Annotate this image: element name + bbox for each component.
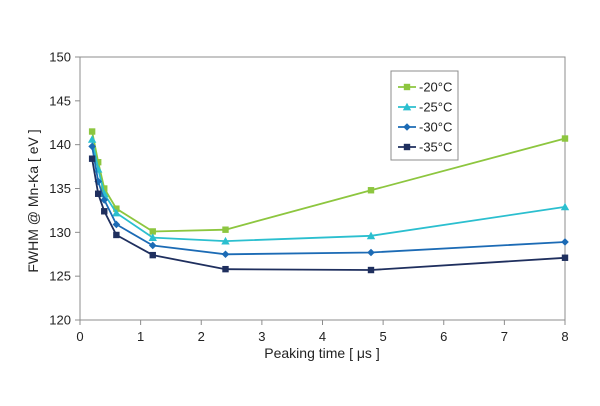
data-point xyxy=(561,135,569,142)
data-point xyxy=(94,159,102,166)
legend-label: -25°C xyxy=(419,100,452,115)
data-point xyxy=(367,266,375,274)
x-tick-label: 2 xyxy=(198,329,205,344)
series-1 xyxy=(88,128,569,235)
y-tick-label: 125 xyxy=(49,269,71,284)
data-point xyxy=(149,228,156,235)
series-2 xyxy=(87,135,570,245)
axes: 120 125 130 135 140 145 150 0 1 2 3 4 5 6 7 8 xyxy=(49,50,568,345)
data-point xyxy=(149,251,156,259)
data-point xyxy=(222,226,229,233)
data-point xyxy=(112,220,121,229)
legend: -20°C -25°C -30°C -35°C xyxy=(390,70,459,161)
x-tick-label: 5 xyxy=(380,329,387,344)
legend-label: -20°C xyxy=(419,80,452,95)
data-point xyxy=(561,254,569,261)
data-point xyxy=(100,196,109,204)
series-line xyxy=(91,146,566,256)
y-tick-label: 145 xyxy=(49,93,71,108)
x-tick-label: 8 xyxy=(561,329,568,344)
data-point xyxy=(94,190,102,197)
data-point xyxy=(560,202,570,211)
data-point xyxy=(148,233,157,241)
data-point xyxy=(366,231,376,240)
legend-box xyxy=(390,70,459,161)
x-tick-label: 0 xyxy=(76,329,83,344)
data-point xyxy=(222,265,229,273)
legend-marker xyxy=(402,102,412,111)
data-point xyxy=(113,231,120,239)
data-point xyxy=(113,205,120,212)
data-point xyxy=(112,208,121,217)
data-point xyxy=(101,208,108,215)
data-point xyxy=(367,248,375,257)
legend-label: -30°C xyxy=(419,120,452,135)
x-axis-title: Peaking time [ μs ] xyxy=(264,345,379,361)
x-tick-label: 6 xyxy=(440,329,447,344)
y-tick-label: 120 xyxy=(49,313,71,328)
data-point xyxy=(561,238,569,246)
legend-item: -20°C xyxy=(398,80,452,95)
data-point xyxy=(221,250,230,259)
data-point xyxy=(221,236,230,245)
series-line xyxy=(91,139,566,243)
data-point xyxy=(148,241,157,250)
data-point xyxy=(87,135,97,143)
series-line xyxy=(91,131,566,233)
legend-marker xyxy=(403,123,411,131)
data-point xyxy=(88,128,96,135)
series-3 xyxy=(88,142,569,259)
legend-label: -35°C xyxy=(419,140,452,155)
y-tick-label: 130 xyxy=(49,225,71,240)
legend-marker xyxy=(403,143,411,151)
x-tick-label: 3 xyxy=(258,329,265,344)
series-4 xyxy=(88,155,569,274)
series-layer xyxy=(87,128,570,274)
legend-item: -35°C xyxy=(398,140,452,155)
data-point xyxy=(88,142,96,151)
y-tick-label: 135 xyxy=(49,181,71,196)
x-tick-label: 1 xyxy=(137,329,144,344)
legend-item: -30°C xyxy=(398,120,452,135)
y-axis-title: FWHM @ Mn-Ka [ eV ] xyxy=(25,129,41,272)
data-point xyxy=(367,187,375,194)
legend-item: -25°C xyxy=(398,100,452,115)
plot-frame xyxy=(79,56,566,321)
x-tick-label: 7 xyxy=(501,329,508,344)
y-tick-label: 150 xyxy=(49,50,71,65)
legend-marker xyxy=(403,83,411,91)
y-tick-label: 140 xyxy=(49,137,71,152)
x-tick-label: 4 xyxy=(319,329,326,344)
data-point xyxy=(88,155,96,162)
data-point xyxy=(101,185,108,192)
